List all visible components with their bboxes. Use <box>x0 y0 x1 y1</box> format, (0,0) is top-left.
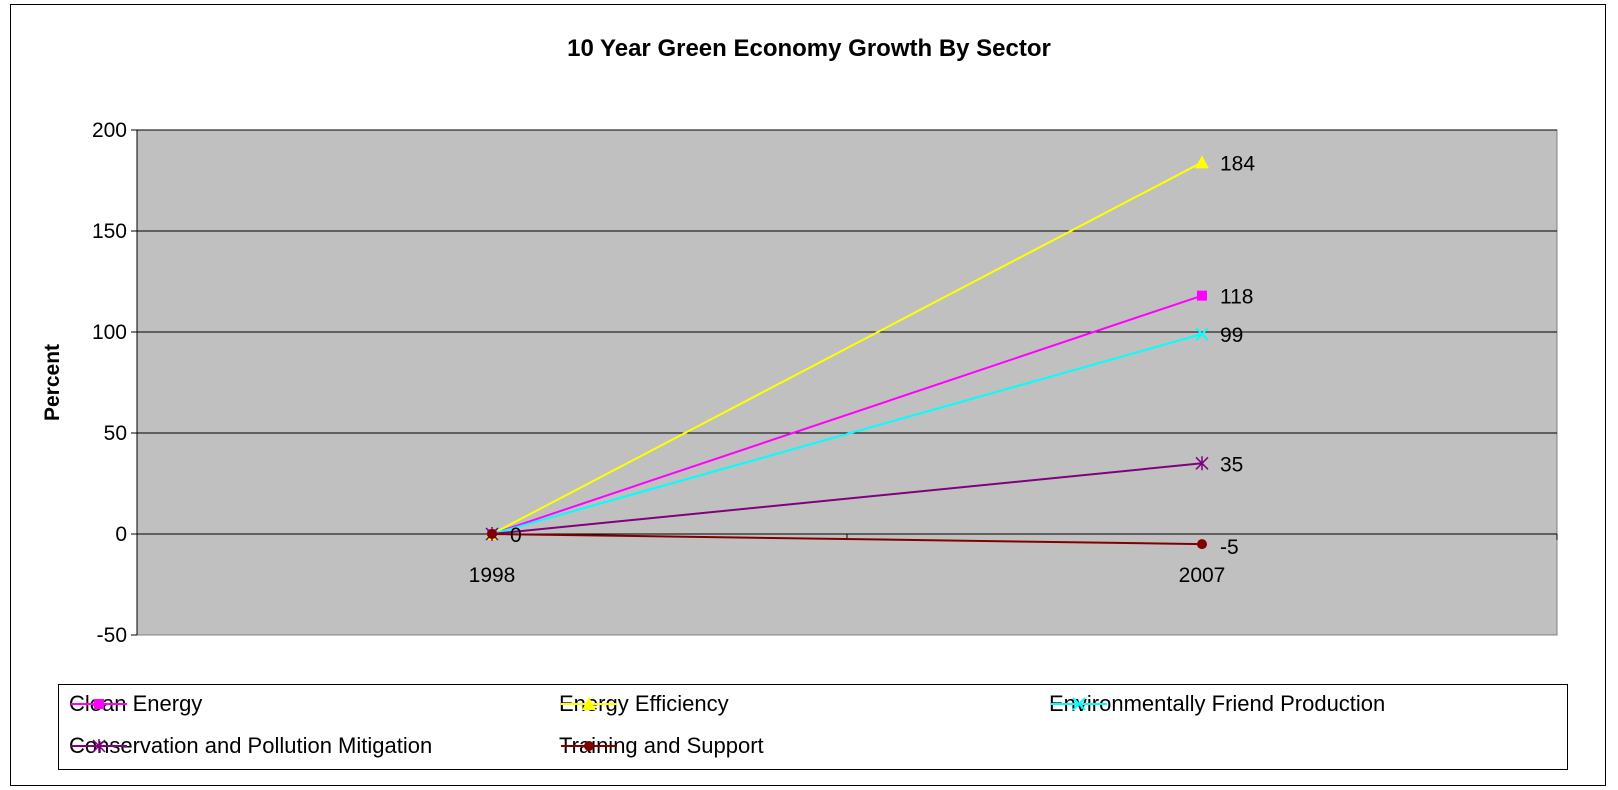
series-line-4 <box>491 462 1203 535</box>
y-tick-label: 200 <box>92 119 127 142</box>
legend-label: Conservation and Pollution Mitigation <box>69 733 433 758</box>
data-label: 118 <box>1220 286 1253 309</box>
series-line-1 <box>491 294 1203 535</box>
data-point <box>487 529 497 539</box>
x-tick-label: 1998 <box>469 564 516 587</box>
data-label: 99 <box>1220 324 1243 347</box>
legend-swatch <box>1051 697 1107 711</box>
chart-title: 10 Year Green Economy Growth By Sector <box>567 35 1051 62</box>
data-point <box>1195 155 1209 169</box>
y-tick-label: 0 <box>115 523 127 546</box>
data-label: 184 <box>1220 152 1255 175</box>
legend-item: Clean Energy <box>69 689 202 719</box>
legend-marker <box>94 699 104 709</box>
y-tick-label: -50 <box>97 624 127 647</box>
legend-item: Training and Support <box>559 731 764 761</box>
legend-item: Conservation and Pollution Mitigation <box>69 731 432 761</box>
legend-marker <box>92 739 106 753</box>
legend-swatch <box>561 741 617 751</box>
legend: Clean Energy Energy Efficiency Environment… <box>58 684 1568 770</box>
legend-swatch <box>71 699 127 709</box>
data-label: -5 <box>1220 536 1239 559</box>
legend-item: Energy Efficiency <box>559 689 729 719</box>
plot-area <box>136 129 1558 636</box>
y-tick-label: 50 <box>104 422 127 445</box>
x-tick-label: 2007 <box>1179 564 1226 587</box>
legend-item: Environmentally Friend Production <box>1049 689 1385 719</box>
legend-swatch <box>71 739 127 753</box>
y-axis-label: Percent <box>41 344 64 421</box>
data-point <box>1195 327 1209 341</box>
series-line-3 <box>491 333 1203 535</box>
data-point <box>1197 539 1207 550</box>
legend-marker <box>582 697 596 710</box>
legend-marker <box>584 741 594 751</box>
line-chart: 10 Year Green Economy Growth By Sector -5… <box>41 35 1558 647</box>
y-tick-label: 100 <box>92 321 127 344</box>
legend-swatch <box>561 697 617 710</box>
chart-container: 10 Year Green Economy Growth By Sector -5… <box>10 4 1606 786</box>
series-line-2 <box>491 161 1203 535</box>
data-label: 0 <box>510 524 522 547</box>
data-label: 35 <box>1220 453 1243 476</box>
data-point <box>1195 456 1209 471</box>
data-point <box>1197 290 1207 301</box>
legend-marker <box>1072 697 1086 711</box>
y-tick-label: 150 <box>92 220 127 243</box>
series-line-5 <box>491 533 1203 546</box>
